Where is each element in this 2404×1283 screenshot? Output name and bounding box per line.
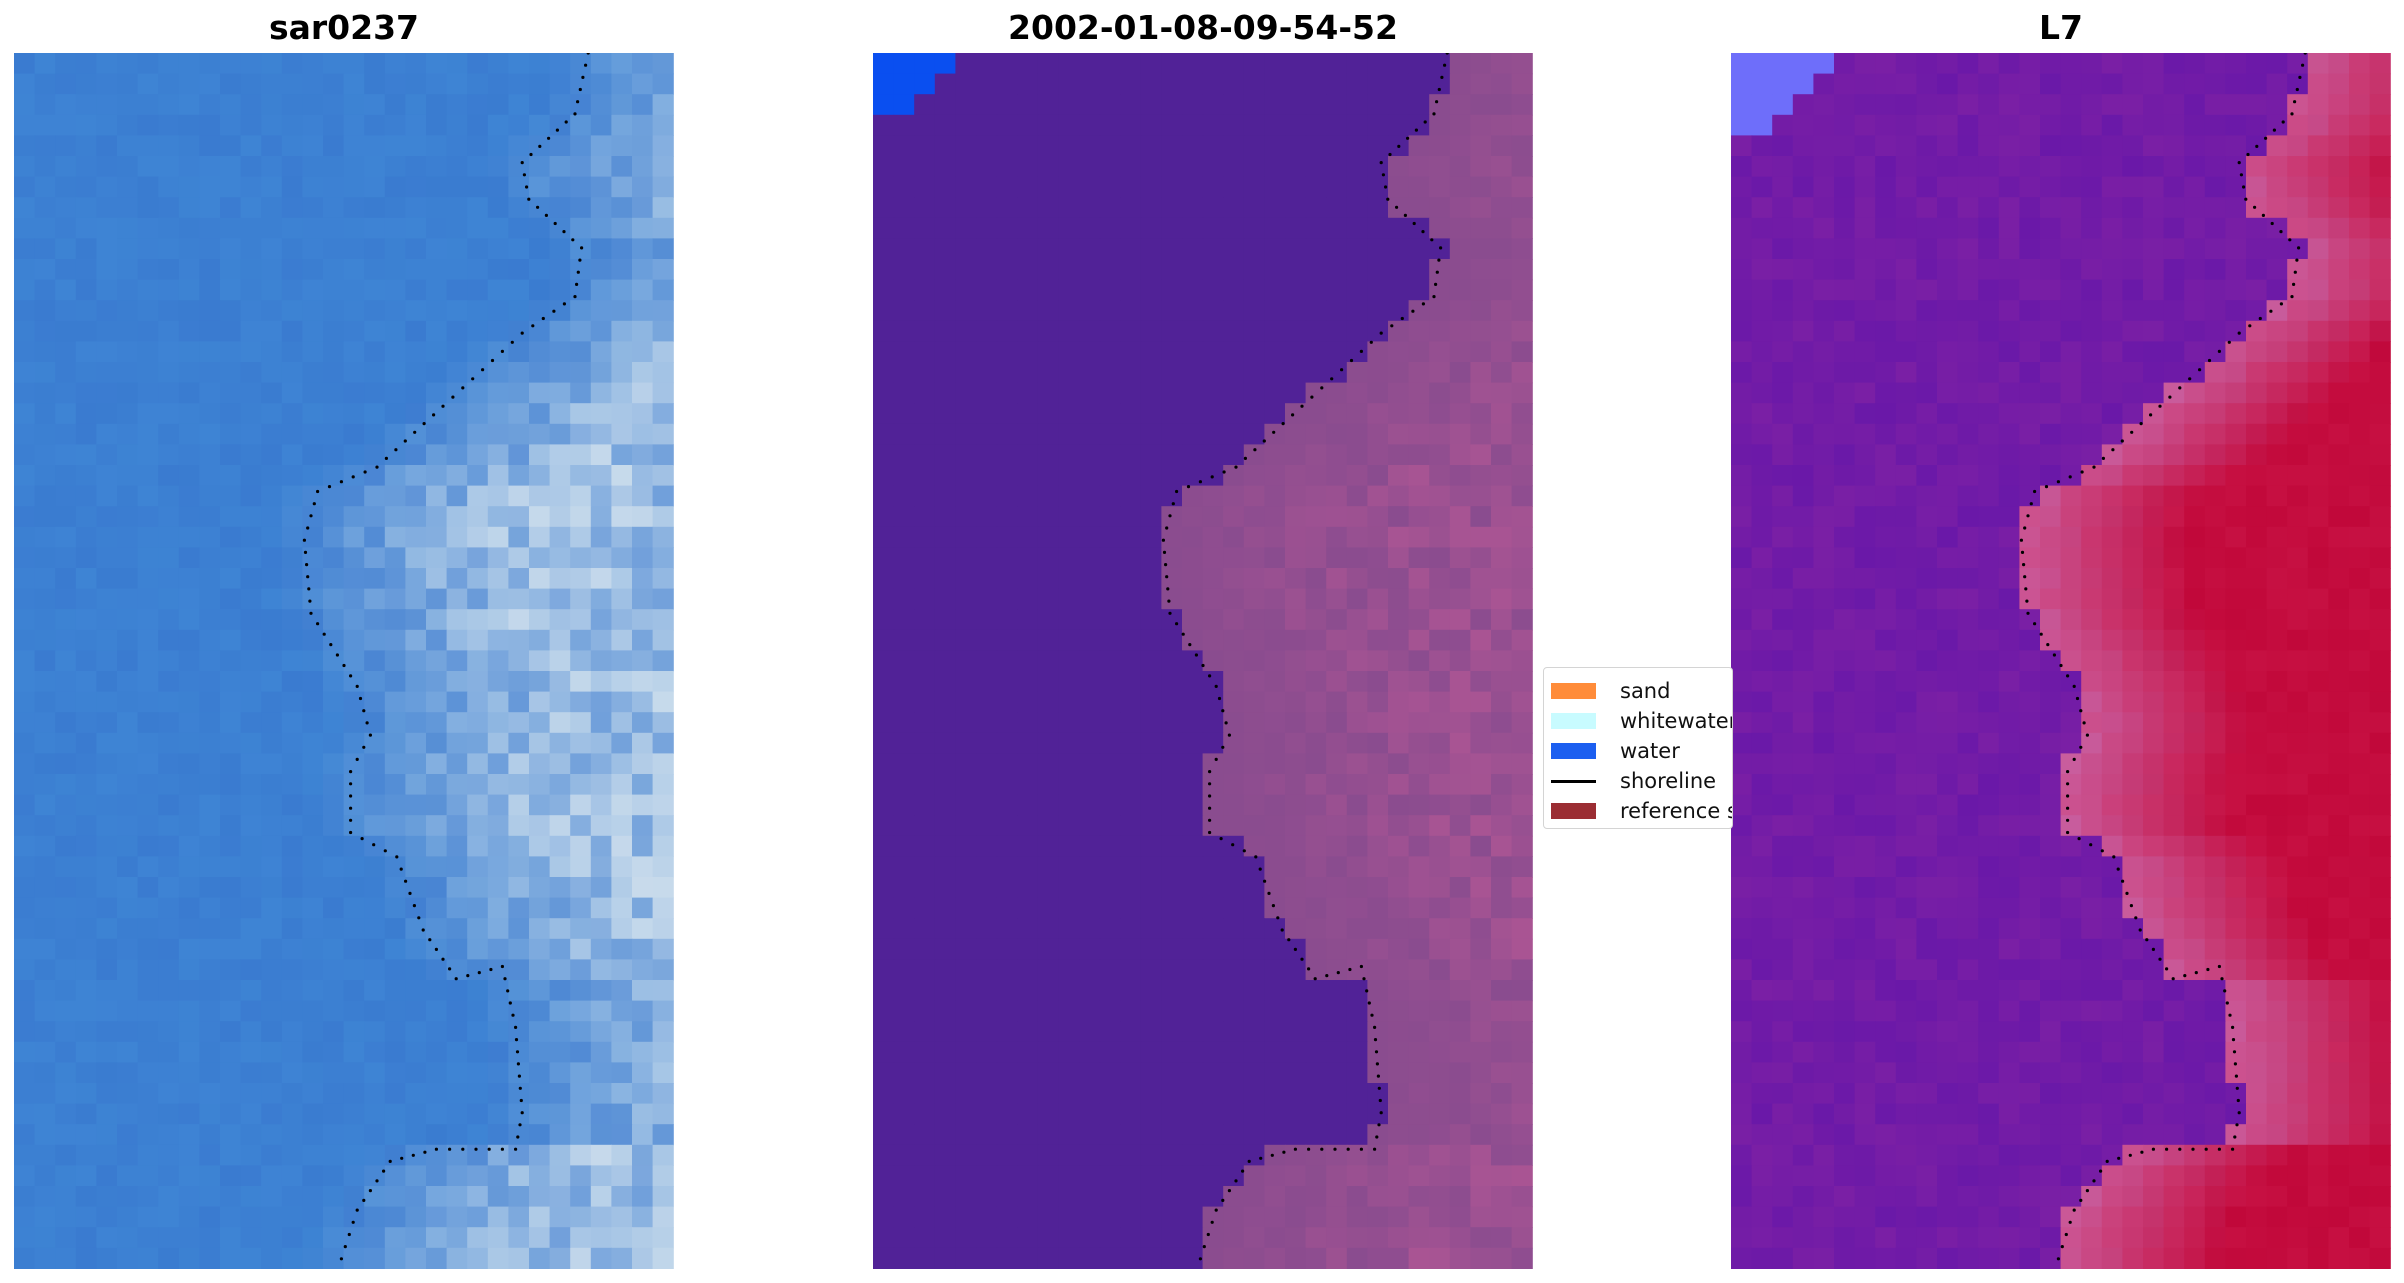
classified-image bbox=[873, 53, 1533, 1269]
legend-item-shoreline: shoreline bbox=[1551, 768, 1716, 794]
rgb-image-panel bbox=[14, 53, 674, 1271]
legend-swatch-reference-shoreline bbox=[1551, 803, 1596, 819]
rgb-image bbox=[14, 53, 674, 1269]
legend-swatch-water bbox=[1551, 743, 1596, 759]
legend-item-whitewater: whitewater bbox=[1551, 708, 1733, 734]
legend-item-reference-shoreline: reference sl bbox=[1551, 798, 1733, 824]
legend-label-sand: sand bbox=[1620, 679, 1671, 703]
index-image-panel bbox=[1731, 53, 2391, 1271]
rgb-image-shoreline bbox=[302, 53, 590, 1261]
legend-swatch-whitewater bbox=[1551, 713, 1596, 729]
index-image-shoreline bbox=[2019, 53, 2307, 1261]
legend: sand whitewater water shoreline referenc… bbox=[1543, 667, 1733, 829]
legend-label-shoreline: shoreline bbox=[1620, 769, 1717, 793]
classified-image-shoreline bbox=[1161, 53, 1449, 1261]
legend-item-water: water bbox=[1551, 738, 1680, 764]
index-image bbox=[1731, 53, 2391, 1269]
panel-title-classified: 2002-01-08-09-54-52 bbox=[1008, 8, 1398, 47]
classified-image-panel bbox=[873, 53, 1533, 1271]
legend-label-reference-shoreline: reference sl bbox=[1620, 799, 1733, 823]
panel-title-rgb: sar0237 bbox=[268, 8, 420, 47]
legend-swatch-shoreline bbox=[1551, 779, 1596, 783]
panel-title-index: L7 bbox=[2039, 8, 2083, 47]
legend-label-whitewater: whitewater bbox=[1620, 709, 1733, 733]
legend-swatch-sand bbox=[1551, 683, 1596, 699]
legend-label-water: water bbox=[1620, 739, 1680, 763]
legend-item-sand: sand bbox=[1551, 678, 1670, 704]
